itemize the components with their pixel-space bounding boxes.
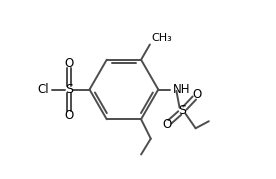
Text: CH₃: CH₃ [152, 33, 172, 43]
Text: O: O [65, 109, 74, 122]
Text: S: S [65, 83, 73, 96]
Text: O: O [65, 57, 74, 70]
Text: O: O [193, 88, 202, 101]
Text: Cl: Cl [37, 83, 49, 96]
Text: S: S [178, 104, 186, 117]
Text: O: O [162, 118, 171, 131]
Text: NH: NH [173, 83, 191, 96]
